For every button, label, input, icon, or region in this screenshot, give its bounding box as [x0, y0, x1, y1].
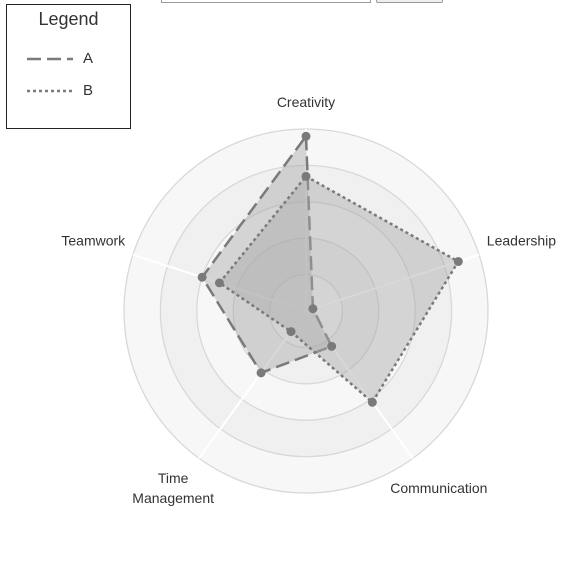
- axis-label: Creativity: [277, 94, 335, 110]
- apply-button[interactable]: [376, 0, 443, 3]
- axis-spoke: [305, 253, 480, 312]
- radar-grid: [123, 128, 489, 494]
- axis-label: Time Management: [132, 470, 214, 506]
- radar-series: [197, 131, 463, 407]
- dotted-line-icon: [27, 89, 73, 93]
- axis-spoke: [305, 310, 414, 459]
- legend-label: A: [83, 50, 94, 67]
- series-a-point[interactable]: [308, 304, 318, 314]
- series-b-point[interactable]: [367, 397, 377, 407]
- legend-title: Legend: [38, 9, 99, 29]
- axis-label: Teamwork: [61, 233, 126, 249]
- axis-spoke: [198, 310, 307, 459]
- series-b-area: [217, 174, 461, 405]
- series-a-point[interactable]: [327, 341, 337, 351]
- series-a-point[interactable]: [197, 272, 207, 282]
- series-a-point[interactable]: [256, 368, 266, 378]
- axis-label: Leadership: [487, 233, 556, 249]
- series-b-point[interactable]: [214, 278, 224, 288]
- legend-label: B: [83, 82, 94, 99]
- series-b-point[interactable]: [301, 171, 311, 181]
- series-a-point[interactable]: [301, 131, 311, 141]
- long-dash-line-icon: [27, 57, 73, 61]
- filter-input[interactable]: [161, 0, 371, 3]
- axis-label: Communication: [390, 480, 487, 496]
- series-b-point[interactable]: [286, 327, 296, 337]
- legend: Legend A B: [6, 4, 131, 129]
- top-toolbar: [0, 0, 581, 8]
- series-b-point[interactable]: [453, 257, 463, 267]
- axis-labels: Creativity Leadership Communication Time Man…: [61, 94, 556, 506]
- series-a-area: [200, 132, 334, 375]
